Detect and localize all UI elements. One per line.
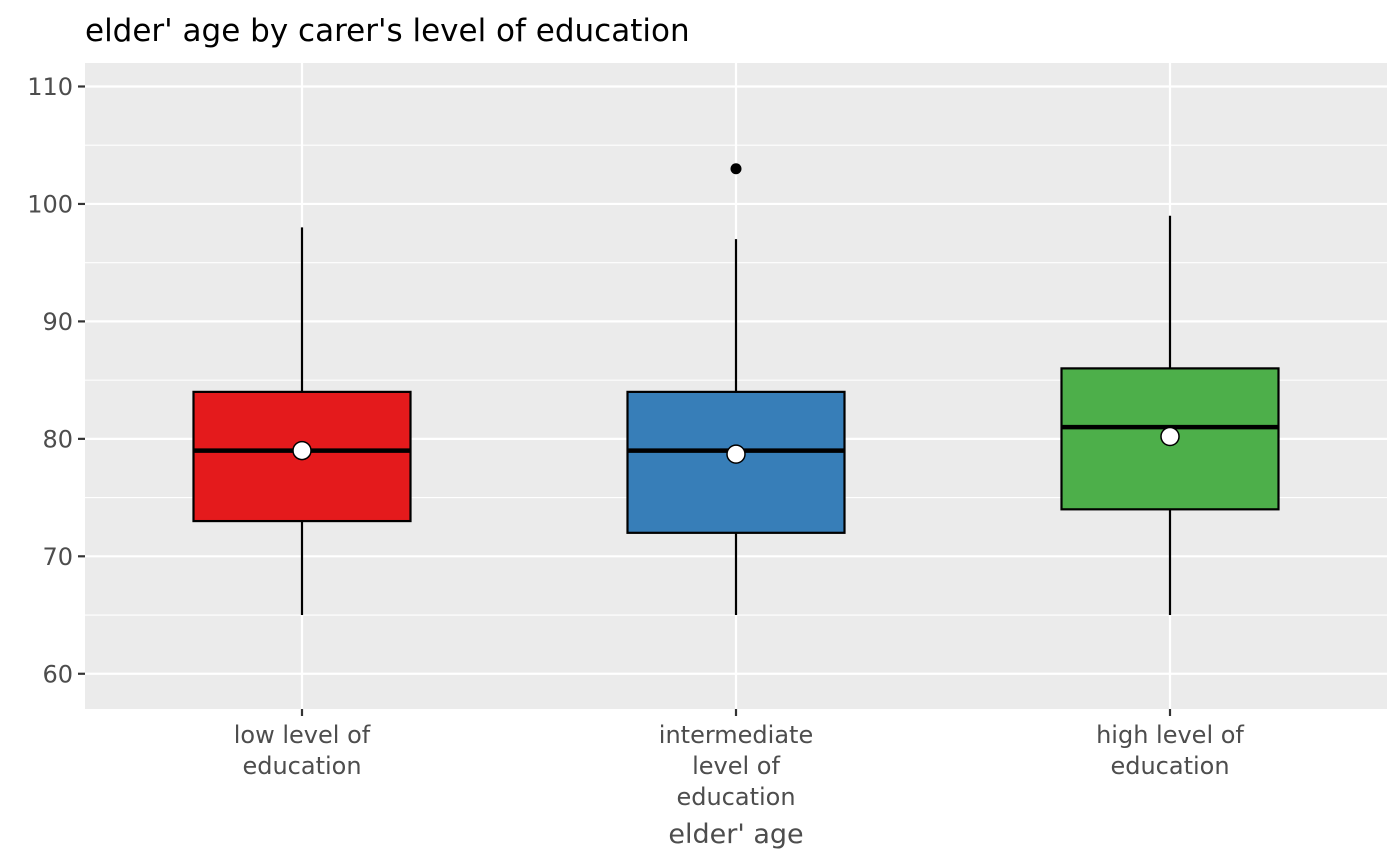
mean-point — [292, 440, 312, 461]
y-tick-label: 60 — [42, 660, 73, 688]
mean-point — [726, 444, 746, 464]
y-tick-label: 80 — [42, 425, 73, 453]
box-group — [192, 227, 412, 616]
x-tick-label-line: high level of — [1096, 721, 1244, 749]
chart-title: elder' age by carer's level of education — [85, 13, 690, 49]
x-tick-label-line: intermediate — [659, 721, 813, 749]
box-series — [192, 163, 1280, 616]
y-axis: 60 70 80 90 100 110 — [27, 73, 85, 688]
x-tick-label: intermediate level of education — [659, 721, 813, 811]
outlier-point — [730, 163, 742, 175]
x-tick-label: high level of education — [1096, 721, 1244, 780]
x-tick-label-line: education — [1110, 752, 1229, 780]
y-tick-label: 110 — [27, 73, 73, 101]
y-tick-label: 70 — [42, 543, 73, 571]
mean-point — [1160, 426, 1180, 447]
x-tick-label-line: education — [676, 783, 795, 811]
x-axis-title: elder' age — [668, 819, 803, 850]
x-tick-label-line: low level of — [234, 721, 371, 749]
x-tick-label-line: level of — [692, 752, 780, 780]
x-tick-label-line: education — [242, 752, 361, 780]
box-group — [1060, 215, 1280, 616]
box-group — [626, 163, 846, 616]
x-tick-label: low level of education — [234, 721, 371, 780]
y-tick-label: 90 — [42, 308, 73, 336]
y-tick-label: 100 — [27, 190, 73, 218]
x-axis: low level of education intermediate level o… — [234, 709, 1244, 811]
